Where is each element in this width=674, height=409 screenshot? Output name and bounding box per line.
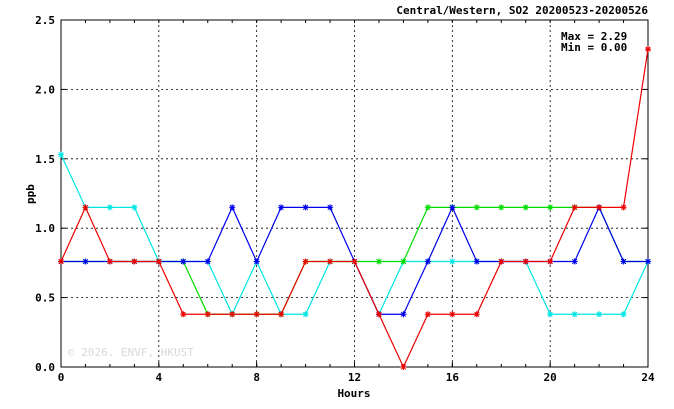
x-tick-label: 24: [641, 371, 655, 384]
data-point: [229, 311, 236, 318]
data-point: [620, 311, 627, 318]
tick-label-layer: 0 4 8 12 16 20 24 0.0 0.5 1.0 1.5 2.0 2.5: [35, 14, 655, 384]
chart-title: Central/Western, SO2 20200523-20200526: [396, 4, 648, 17]
data-point: [596, 204, 603, 211]
y-tick-label: 0.0: [35, 361, 55, 374]
x-tick-label: 0: [58, 371, 65, 384]
data-point: [106, 258, 113, 265]
data-point: [180, 258, 187, 265]
data-point: [131, 258, 138, 265]
data-point: [473, 204, 480, 211]
data-point: [82, 204, 89, 211]
data-point: [351, 258, 358, 265]
data-point: [58, 258, 64, 265]
data-point: [498, 258, 505, 265]
data-point: [155, 258, 162, 265]
data-point: [204, 258, 211, 265]
data-point: [302, 311, 309, 318]
data-point: [449, 258, 456, 265]
data-point: [278, 311, 285, 318]
data-point: [449, 204, 456, 211]
data-point: [253, 258, 260, 265]
y-tick-label: 2.0: [35, 83, 55, 96]
y-axis-title: ppb: [24, 184, 37, 204]
data-point: [375, 258, 382, 265]
data-point: [400, 364, 407, 370]
series-layer: [58, 46, 651, 370]
data-point: [302, 204, 309, 211]
data-point: [571, 311, 578, 318]
data-point: [327, 204, 334, 211]
data-point: [302, 258, 309, 265]
x-tick-label: 8: [253, 371, 260, 384]
data-point: [473, 258, 480, 265]
data-point: [571, 258, 578, 265]
data-point: [375, 311, 382, 318]
data-point: [620, 258, 627, 265]
plot-frame: [60, 19, 649, 368]
x-tick-label: 16: [446, 371, 460, 384]
data-point: [424, 204, 431, 211]
data-point: [204, 311, 211, 318]
data-point: [253, 311, 260, 318]
data-point: [180, 311, 187, 318]
data-point: [645, 46, 651, 53]
data-point: [473, 311, 480, 318]
data-point: [547, 311, 554, 318]
y-tick-label: 1.5: [35, 153, 55, 166]
data-point: [547, 258, 554, 265]
data-point: [522, 258, 529, 265]
x-tick-label: 12: [348, 371, 361, 384]
y-tick-label: 1.0: [35, 222, 55, 235]
data-point: [522, 204, 529, 211]
data-point: [424, 258, 431, 265]
data-point: [58, 151, 64, 158]
grid-layer: [60, 19, 649, 368]
data-point: [547, 204, 554, 211]
data-point: [498, 204, 505, 211]
data-point: [620, 204, 627, 211]
data-point: [571, 204, 578, 211]
x-tick-label: 20: [544, 371, 557, 384]
data-point: [278, 204, 285, 211]
data-point: [424, 311, 431, 318]
y-tick-label: 0.5: [35, 292, 55, 305]
min-stat: Min = 0.00: [561, 41, 627, 54]
data-point: [400, 311, 407, 318]
data-point: [106, 204, 113, 211]
watermark-text: © 2026. ENVF, HKUST: [68, 346, 194, 359]
data-point: [131, 204, 138, 211]
max-stat: Max = 2.29: [561, 30, 627, 43]
x-tick-label: 4: [156, 371, 163, 384]
x-axis-title: Hours: [337, 387, 370, 400]
data-point: [596, 311, 603, 318]
data-point: [327, 258, 334, 265]
data-point: [82, 258, 89, 265]
series-markers-4: [58, 46, 651, 370]
data-point: [229, 204, 236, 211]
data-point: [645, 258, 651, 265]
data-point: [400, 258, 407, 265]
y-tick-label: 2.5: [35, 14, 55, 27]
data-point: [449, 311, 456, 318]
